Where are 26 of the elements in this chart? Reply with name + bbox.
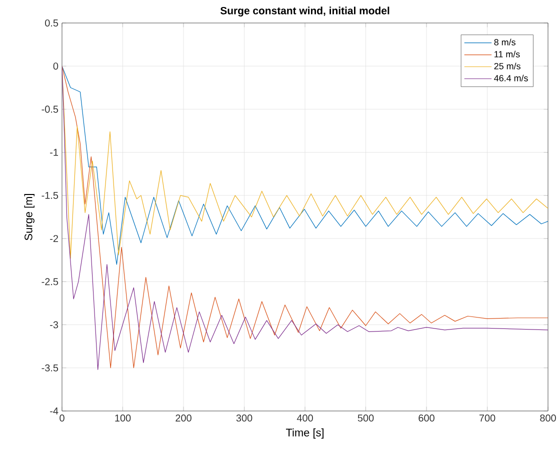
- x-tick-label: 500: [358, 414, 374, 422]
- y-tick-label: -4: [50, 408, 58, 414]
- y-tick-label: -3.5: [42, 364, 58, 372]
- y-axis-title: Surge [m]: [24, 194, 34, 240]
- y-tick-label: -2: [50, 235, 58, 242]
- y-tick-label: -2.5: [42, 278, 58, 286]
- y-tick-label: 0: [53, 62, 58, 70]
- x-tick-label: 200: [176, 414, 192, 422]
- x-tick-label: 100: [115, 414, 131, 422]
- x-tick-label: 700: [479, 414, 496, 422]
- legend-label: 46.4 m/s: [494, 74, 528, 82]
- chart-title: Surge constant wind, initial model: [220, 6, 390, 16]
- x-tick-label: 0: [60, 414, 64, 422]
- legend-label: 25 m/s: [494, 62, 520, 70]
- y-tick-label: 0.5: [45, 19, 58, 27]
- x-tick-label: 400: [296, 414, 313, 422]
- legend-label: 11 m/s: [494, 50, 520, 58]
- y-tick-label: -1: [50, 148, 58, 156]
- legend-label: 8 m/s: [494, 38, 516, 46]
- y-tick-label: -0.5: [42, 106, 58, 113]
- x-axis-title: Time [s]: [286, 428, 324, 439]
- x-tick-label: 600: [418, 414, 434, 422]
- x-tick-label: 800: [540, 414, 556, 422]
- x-tick-label: 300: [236, 414, 252, 422]
- y-tick-label: -3: [50, 321, 58, 328]
- y-tick-label: -1.5: [42, 192, 58, 199]
